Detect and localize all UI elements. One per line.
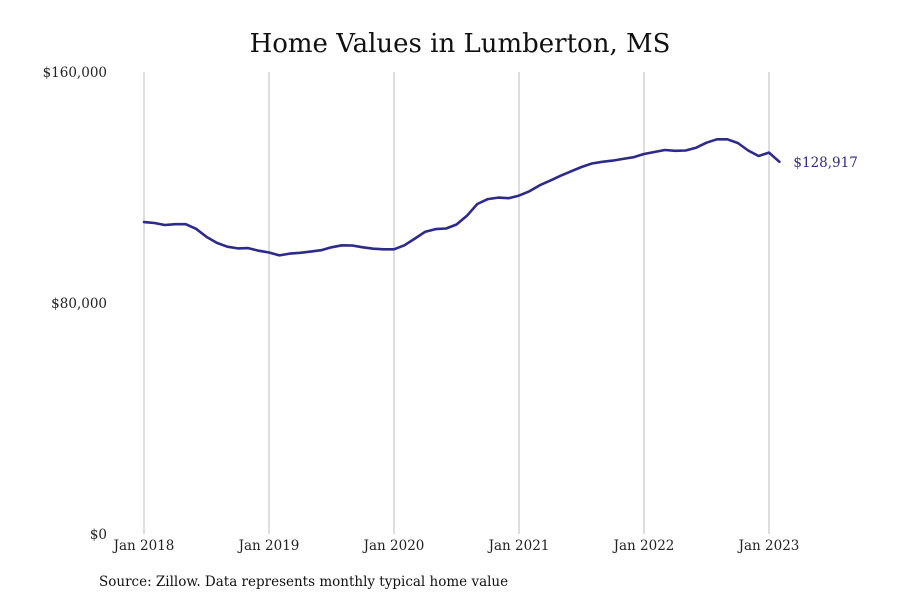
x-tick-label: Jan 2018 xyxy=(112,538,175,554)
x-tick-label: Jan 2019 xyxy=(237,538,300,554)
source-note: Source: Zillow. Data represents monthly … xyxy=(99,574,508,590)
y-tick-label: $160,000 xyxy=(43,65,107,81)
series-line xyxy=(142,138,781,257)
x-tick-label: Jan 2021 xyxy=(487,538,550,554)
y-axis-ticks: $0 $80,000 $160,000 xyxy=(43,65,107,543)
end-value-label: $128,917 xyxy=(793,155,857,171)
y-tick-label: $80,000 xyxy=(51,296,107,312)
chart-title: Home Values in Lumberton, MS xyxy=(250,29,671,59)
x-tick-label: Jan 2020 xyxy=(362,538,425,554)
x-tick-label: Jan 2023 xyxy=(737,538,800,554)
x-tick-label: Jan 2022 xyxy=(612,538,675,554)
gridlines xyxy=(143,72,770,534)
y-tick-label: $0 xyxy=(90,527,107,543)
x-axis-ticks: Jan 2018 Jan 2019 Jan 2020 Jan 2021 Jan 2022… xyxy=(112,538,800,554)
